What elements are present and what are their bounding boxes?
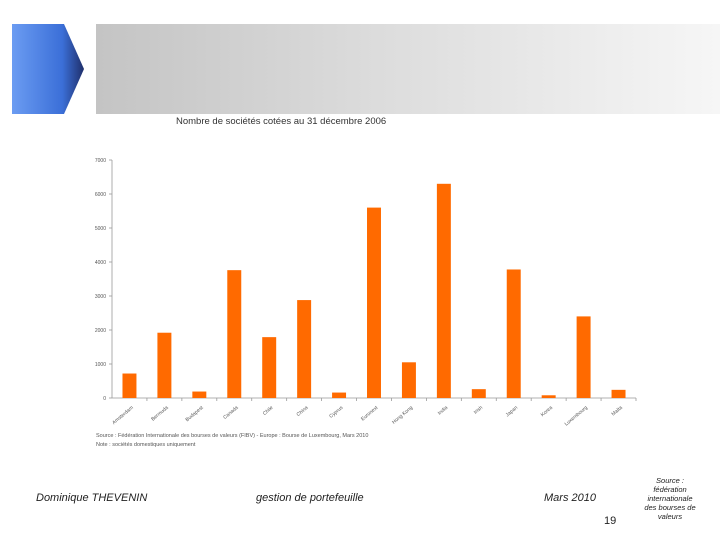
page-number: 19 xyxy=(604,515,617,527)
source-box: Source : fédération internationale des b… xyxy=(644,476,696,521)
bar xyxy=(332,392,347,398)
y-tick-label: 6000 xyxy=(95,192,106,198)
x-tick-label: Japan xyxy=(505,405,519,418)
footer-author: Dominique THEVENIN xyxy=(36,492,148,504)
banner-arrow-icon xyxy=(12,24,84,114)
footer-date: Mars 2010 xyxy=(544,492,596,504)
x-tick-label: Hong Kong xyxy=(391,405,414,426)
x-tick-label: Euronext xyxy=(360,405,380,423)
header-band xyxy=(96,24,720,114)
x-tick-label: India xyxy=(437,405,449,417)
x-tick-label: Canada xyxy=(222,405,239,421)
y-tick-label: 4000 xyxy=(95,260,106,266)
chart-note: Note : sociétés domestiques uniquement xyxy=(96,442,196,448)
bar xyxy=(297,300,312,398)
x-tick-label: Budapest xyxy=(185,405,206,424)
bar xyxy=(227,270,242,398)
x-tick-label: Irish xyxy=(473,405,484,416)
bar-chart: 0 1000 2000 3000 4000 5000 6000 7000 Amsterdam Be… xyxy=(95,158,637,428)
x-tick-label: Cyprus xyxy=(328,405,344,420)
bar xyxy=(436,183,451,398)
chart-source-note: Source : Fédération Internationale des b… xyxy=(96,433,369,439)
y-tick-label: 1000 xyxy=(95,362,106,368)
footer-course: gestion de portefeuille xyxy=(256,492,364,504)
x-tick-label: Malta xyxy=(611,405,624,418)
bar xyxy=(401,362,416,398)
bar xyxy=(576,316,591,398)
x-tick-label: Bermuda xyxy=(150,405,170,423)
y-tick-label: 0 xyxy=(103,396,106,402)
x-tick-label: Luxembourg xyxy=(564,405,589,428)
chart-title: Nombre de sociétés cotées au 31 décembre… xyxy=(176,116,387,127)
y-tick-label: 2000 xyxy=(95,328,106,334)
x-tick-label: China xyxy=(296,405,310,418)
x-tick-label: Chile xyxy=(262,405,275,417)
x-tick-label: Amsterdam xyxy=(111,405,134,426)
bar xyxy=(541,395,556,398)
bar xyxy=(471,389,486,398)
bar xyxy=(157,332,172,398)
bar xyxy=(192,391,207,398)
bar xyxy=(262,337,277,398)
y-tick-label: 7000 xyxy=(95,158,106,164)
y-tick-label: 5000 xyxy=(95,226,106,232)
y-tick-label: 3000 xyxy=(95,294,106,300)
bar xyxy=(122,373,137,398)
bar xyxy=(506,269,521,398)
bar xyxy=(611,389,626,398)
bar xyxy=(367,207,381,398)
x-tick-label: Korea xyxy=(540,405,554,418)
